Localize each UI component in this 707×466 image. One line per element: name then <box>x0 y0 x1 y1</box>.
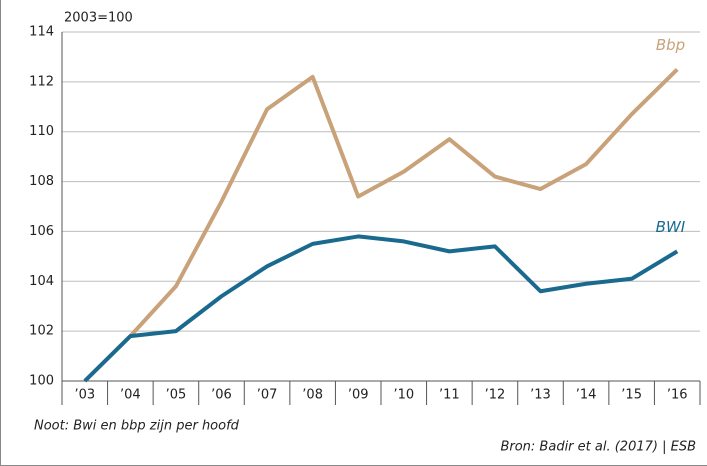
x-tick-label: ’16 <box>667 388 688 403</box>
y-tick-label: 112 <box>29 74 54 89</box>
x-tick-label: ’07 <box>257 388 278 403</box>
y-tick-label: 106 <box>29 224 54 239</box>
x-tick-label: ’11 <box>439 388 460 403</box>
x-tick-label: ’06 <box>211 388 232 403</box>
x-tick-label: ’08 <box>302 388 323 403</box>
x-tick-label: ’15 <box>621 388 642 403</box>
y-tick-label: 100 <box>29 374 54 389</box>
x-tick-label: ’04 <box>120 388 141 403</box>
x-tick-label: ’03 <box>74 388 95 403</box>
y-tick-label: 114 <box>29 25 54 40</box>
x-tick-label: ’09 <box>348 388 369 403</box>
y-tick-label: 108 <box>29 174 54 189</box>
x-tick-label: ’12 <box>485 388 506 403</box>
x-tick-label: ’14 <box>576 388 597 403</box>
y-tick-label: 110 <box>29 124 54 139</box>
source: Bron: Badir et al. (2017) | ESB <box>500 440 696 455</box>
series-label: Bbp <box>656 36 685 54</box>
x-tick-label: ’10 <box>393 388 414 403</box>
series-line <box>83 67 679 383</box>
x-tick-label: ’13 <box>530 388 551 403</box>
note: Noot: Bwi en bbp zijn per hoofd <box>34 419 240 434</box>
y-tick-label: 104 <box>29 274 54 289</box>
y-tick-label: 102 <box>29 324 54 339</box>
x-tick-label: ’05 <box>166 388 187 403</box>
y-axis-label: 2003=100 <box>64 11 133 26</box>
series-line <box>83 234 679 383</box>
series-label: BWI <box>656 218 686 236</box>
